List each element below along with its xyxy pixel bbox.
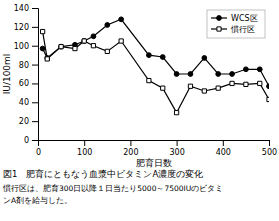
tick-mark — [32, 46, 38, 47]
tick-mark — [269, 140, 270, 146]
tick-label: 40 — [19, 98, 29, 107]
y-axis: 0 20 40 60 80 100 120 140 — [14, 4, 39, 145]
series-line — [43, 19, 269, 86]
tick-label: 80 — [19, 61, 29, 70]
point — [59, 45, 63, 49]
point — [105, 49, 109, 53]
caption: 慣行区は、肥育300日以降１日当たり5000～7500IUのビタミ — [2, 184, 223, 193]
tick-label: 100 — [14, 42, 29, 51]
tick: 500 — [262, 140, 277, 157]
tick-mark — [32, 121, 38, 122]
plot: 0 100 200 300 400 500 0 20 40 60 80 100 120 140 肥育日数 IU… — [2, 4, 277, 168]
legend-label: 慣行区 — [230, 25, 255, 34]
tick-label: 120 — [14, 23, 29, 32]
legend-label: WCS区 — [231, 14, 258, 23]
tick-label: 200 — [123, 148, 138, 157]
tick-mark — [223, 140, 224, 146]
tick: 120 — [14, 23, 38, 32]
point — [244, 67, 249, 72]
axis-line — [39, 141, 270, 147]
x-axis-title: 肥育日数 — [136, 158, 172, 168]
point — [267, 84, 269, 89]
point — [40, 29, 44, 33]
tick-label: 140 — [14, 4, 29, 13]
caption: ンA剤を給与した。 — [3, 196, 72, 205]
tick-label: 60 — [19, 79, 29, 88]
point — [119, 17, 124, 22]
tick: 200 — [123, 140, 138, 157]
tick-label: 400 — [216, 148, 231, 157]
point — [82, 39, 87, 44]
tick: 20 — [19, 117, 38, 126]
legend-box — [207, 10, 265, 38]
tick-label: 20 — [19, 117, 29, 126]
point — [230, 81, 234, 85]
point — [147, 78, 151, 82]
point — [146, 53, 151, 58]
point — [40, 46, 45, 51]
tick-mark — [130, 140, 131, 146]
point — [119, 39, 123, 43]
point — [257, 67, 262, 72]
tick-mark — [32, 140, 38, 141]
tick: 300 — [169, 140, 184, 157]
tick: 0 — [36, 140, 41, 157]
legend-marker — [217, 16, 222, 21]
point — [202, 56, 207, 61]
point — [258, 81, 262, 85]
point — [82, 39, 86, 43]
axis-line — [32, 9, 39, 141]
chart: 0 100 200 300 400 500 0 20 40 60 80 100 120 140 肥育日数 IU… — [0, 0, 279, 221]
point — [105, 23, 110, 28]
point — [188, 84, 192, 88]
point — [267, 97, 269, 101]
point — [202, 89, 206, 93]
tick: 100 — [77, 140, 92, 157]
tick-mark — [32, 102, 38, 103]
legend-item: 慣行区 — [211, 25, 255, 34]
tick: 0 — [24, 136, 38, 145]
tick-label: 500 — [262, 148, 277, 157]
point — [45, 57, 49, 61]
tick-mark — [177, 140, 178, 146]
tick-label: 0 — [36, 148, 41, 157]
tick: 140 — [14, 4, 38, 13]
marks — [40, 17, 269, 115]
series-line — [43, 32, 269, 113]
point — [216, 86, 220, 90]
point — [174, 72, 179, 77]
point — [188, 72, 193, 77]
tick: 60 — [19, 79, 38, 88]
tick: 40 — [19, 98, 38, 107]
tick-mark — [84, 140, 85, 146]
tick-label: 0 — [24, 136, 29, 145]
point — [244, 82, 248, 86]
tick-mark — [32, 27, 38, 28]
tick: 400 — [216, 140, 231, 157]
point — [91, 34, 96, 39]
legend: WCS区慣行区 — [207, 10, 265, 38]
point — [45, 56, 50, 61]
legend-item: WCS区 — [211, 14, 258, 23]
tick-mark — [32, 83, 38, 84]
caption: 図1 肥育にともなう血漿中ビタミンA濃度の変化 — [3, 169, 203, 179]
point — [73, 46, 77, 50]
tick-mark — [32, 8, 38, 9]
point — [174, 111, 178, 115]
tick: 80 — [19, 61, 38, 70]
point — [59, 44, 64, 49]
tick-mark — [32, 65, 38, 66]
tick: 100 — [14, 42, 38, 51]
point — [216, 72, 221, 77]
point — [91, 44, 95, 48]
point — [160, 55, 165, 60]
tick-label: 100 — [77, 148, 92, 157]
point — [230, 72, 235, 77]
legend-marker — [217, 27, 221, 31]
y-axis-title: IU/100ml — [2, 54, 12, 95]
x-axis: 0 100 200 300 400 500 — [36, 140, 277, 157]
point — [161, 86, 165, 90]
tick-label: 300 — [169, 148, 184, 157]
